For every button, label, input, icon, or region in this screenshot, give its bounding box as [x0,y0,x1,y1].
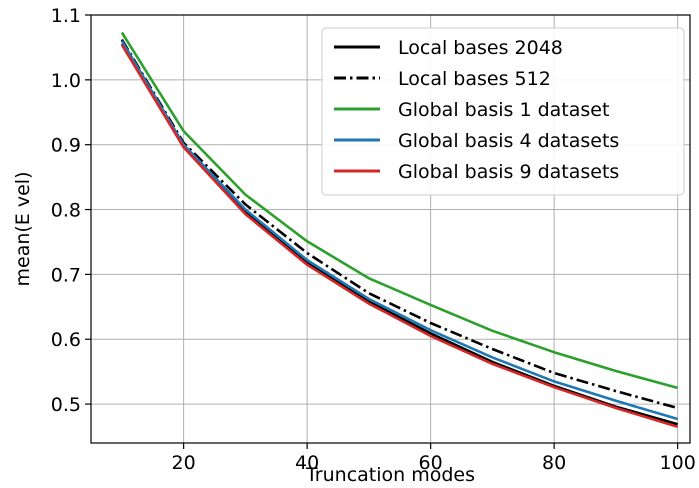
axis-titles: Truncation modes mean(E vel) [12,172,475,486]
legend-label: Local bases 512 [398,68,551,90]
legend-box [321,27,685,196]
y-tick-label: 0.5 [51,394,81,416]
series-lines [120,31,678,429]
series-line-5 [120,44,678,429]
x-axis-title: Truncation modes [305,464,475,486]
y-tick-label: 1.0 [51,70,81,92]
y-tick-label: 0.6 [51,329,81,351]
y-tick-label: 0.7 [51,264,81,286]
y-tick-label: 0.8 [51,200,81,222]
x-tick-label: 60 [419,452,443,474]
legend-label: Global basis 4 datasets [398,130,619,152]
x-tick-label: 100 [660,452,696,474]
y-axis-title: mean(E vel) [12,172,34,287]
legend-label: Global basis 9 datasets [398,161,619,183]
y-tick-label: 1.1 [51,5,81,27]
series-line-3 [120,31,678,390]
plot-frame [90,14,691,444]
x-tick-label: 80 [542,452,566,474]
x-tick-label: 20 [172,452,196,474]
series-line-4 [120,40,678,421]
series-line-2 [120,38,678,410]
y-tick-label: 0.9 [51,135,81,157]
axis-ticks: 20 40 60 80 100 0.5 0.6 0.7 0.8 0.9 1.0 1.1 [51,5,696,474]
legend-label: Local bases 2048 [398,37,563,59]
legend: Local bases 2048 Local bases 512 Global ba… [321,27,685,196]
x-tick-label: 40 [295,452,319,474]
legend-label: Global basis 1 dataset [398,99,609,121]
